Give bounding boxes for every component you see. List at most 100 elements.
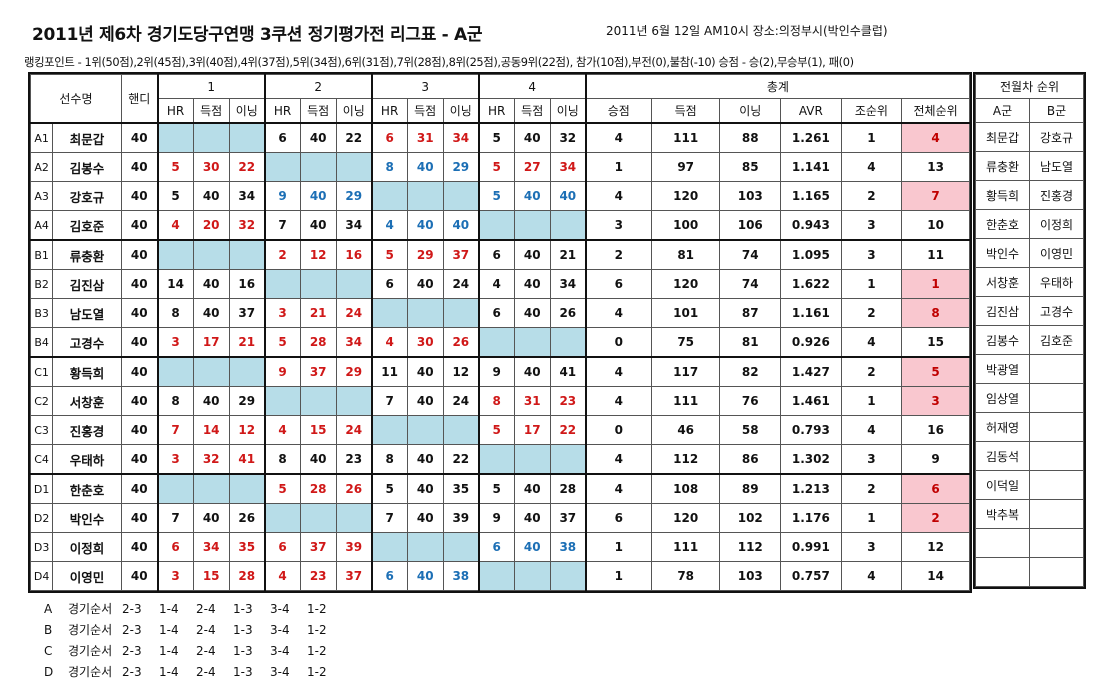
blank-cell [549, 561, 587, 591]
points-note: 랭킹포인트 - 1위(50점),2위(45점),3위(40점),4위(37점),… [24, 55, 854, 69]
blank-cell [263, 269, 301, 299]
match-inning: 39 [442, 503, 480, 533]
match-inning: 24 [335, 415, 373, 445]
player-row: A1 최문갑 40 6 40 22 6 31 34 5 40 32 4 111 88 1.261 1 4 [29, 122, 970, 153]
total-win_points: 1 [584, 152, 652, 182]
match-inning: 41 [549, 356, 587, 387]
match-score: 40 [299, 444, 337, 475]
total-score: 117 [650, 356, 721, 387]
match-hr: 5 [156, 152, 194, 182]
match-hr: 5 [477, 122, 515, 153]
player-handicap: 40 [120, 327, 159, 358]
match-hr: 4 [156, 210, 194, 241]
total-win_points: 0 [584, 327, 652, 358]
match-score: 40 [513, 269, 551, 299]
order-group: C [44, 643, 53, 658]
player-row: B4 고경수 40 3 17 21 5 28 34 4 30 26 0 75 81 0.926 4 15 [29, 327, 970, 358]
player-name: 진홍경 [52, 415, 122, 445]
match-inning: 29 [335, 356, 373, 387]
total-inning: 88 [719, 122, 782, 153]
blank-cell [442, 532, 480, 562]
total-overall_rank: 6 [901, 473, 970, 504]
match-hr: 6 [477, 298, 515, 328]
total-overall_rank: 2 [901, 503, 970, 533]
player-handicap: 40 [120, 444, 159, 475]
total-group_rank: 3 [840, 444, 903, 475]
match-hr: 7 [370, 386, 408, 416]
total-group_rank: 3 [840, 239, 903, 270]
match-inning: 22 [549, 415, 587, 445]
match-inning: 26 [442, 327, 480, 358]
player-row: A4 김호준 40 4 20 32 7 40 34 4 40 40 3 100 106 0.943 3 10 [29, 210, 970, 241]
sub-header-score: 득점 [299, 98, 337, 124]
match-score: 40 [513, 239, 551, 270]
order-match: 1-4 [159, 664, 179, 679]
player-id: B1 [29, 239, 54, 270]
blank-cell [263, 503, 301, 533]
total-avr: 0.793 [780, 415, 842, 445]
total-group_rank: 1 [840, 386, 903, 416]
match-score: 40 [192, 269, 230, 299]
player-id: A4 [29, 210, 54, 241]
match-hr: 4 [263, 415, 301, 445]
match-inning: 29 [335, 181, 373, 211]
blank-cell [299, 269, 337, 299]
player-handicap: 40 [120, 532, 159, 562]
group-a-name: 이덕일 [975, 470, 1030, 500]
blank-cell [406, 532, 444, 562]
group-header-3: 3 [370, 74, 480, 99]
total-avr: 1.213 [780, 473, 842, 504]
player-row: A2 김봉수 40 5 30 22 8 40 29 5 27 34 1 97 85 1.141 4 13 [29, 152, 970, 182]
previous-rank-row: 최문갑 강호규 [975, 122, 1085, 152]
match-inning: 29 [228, 386, 266, 416]
order-match: 1-3 [233, 643, 253, 658]
group-b-name [1028, 354, 1085, 384]
previous-rank-row: 한춘호 이정희 [975, 209, 1085, 239]
player-handicap: 40 [120, 298, 159, 328]
order-match: 2-3 [122, 601, 142, 616]
match-hr: 8 [156, 386, 194, 416]
match-inning: 34 [228, 181, 266, 211]
order-match: 1-2 [307, 664, 327, 679]
total-score: 75 [650, 327, 721, 358]
match-inning: 26 [228, 503, 266, 533]
match-score: 15 [299, 415, 337, 445]
player-handicap: 40 [120, 181, 159, 211]
total-sub-header-group_rank: 조순위 [840, 98, 903, 124]
total-score: 100 [650, 210, 721, 241]
blank-cell [549, 444, 587, 475]
total-avr: 0.926 [780, 327, 842, 358]
player-name: 한춘호 [52, 473, 122, 504]
match-hr: 11 [370, 356, 408, 387]
player-name: 김봉수 [52, 152, 122, 182]
previous-rank-row: 이덕일 [975, 470, 1085, 500]
match-inning: 23 [335, 444, 373, 475]
group-b-name [1028, 441, 1085, 471]
match-score: 27 [513, 152, 551, 182]
player-handicap: 40 [120, 386, 159, 416]
total-score: 46 [650, 415, 721, 445]
player-handicap: 40 [120, 152, 159, 182]
total-group_rank: 2 [840, 181, 903, 211]
blank-cell [513, 444, 551, 475]
match-score: 34 [192, 532, 230, 562]
player-name: 김호준 [52, 210, 122, 241]
total-avr: 1.622 [780, 269, 842, 299]
group-a-name: 허재영 [975, 412, 1030, 442]
order-match: 1-3 [233, 601, 253, 616]
match-inning: 22 [228, 152, 266, 182]
total-win_points: 2 [584, 239, 652, 270]
sub-header-score: 득점 [192, 98, 230, 124]
blank-cell [370, 181, 408, 211]
group-a-name: 김봉수 [975, 325, 1030, 355]
match-score: 40 [299, 122, 337, 153]
player-id: C3 [29, 415, 54, 445]
match-inning: 37 [549, 503, 587, 533]
order-match: 1-4 [159, 643, 179, 658]
group-b-name: 김호준 [1028, 325, 1085, 355]
match-inning: 37 [228, 298, 266, 328]
blank-cell [513, 561, 551, 591]
match-inning: 29 [442, 152, 480, 182]
player-row: B3 남도열 40 8 40 37 3 21 24 6 40 26 4 101 87 1.161 2 8 [29, 298, 970, 328]
match-inning: 38 [549, 532, 587, 562]
